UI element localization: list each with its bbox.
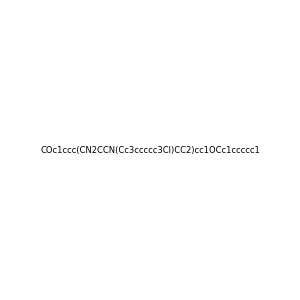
Text: COc1ccc(CN2CCN(Cc3ccccc3Cl)CC2)cc1OCc1ccccc1: COc1ccc(CN2CCN(Cc3ccccc3Cl)CC2)cc1OCc1cc… — [40, 146, 260, 154]
